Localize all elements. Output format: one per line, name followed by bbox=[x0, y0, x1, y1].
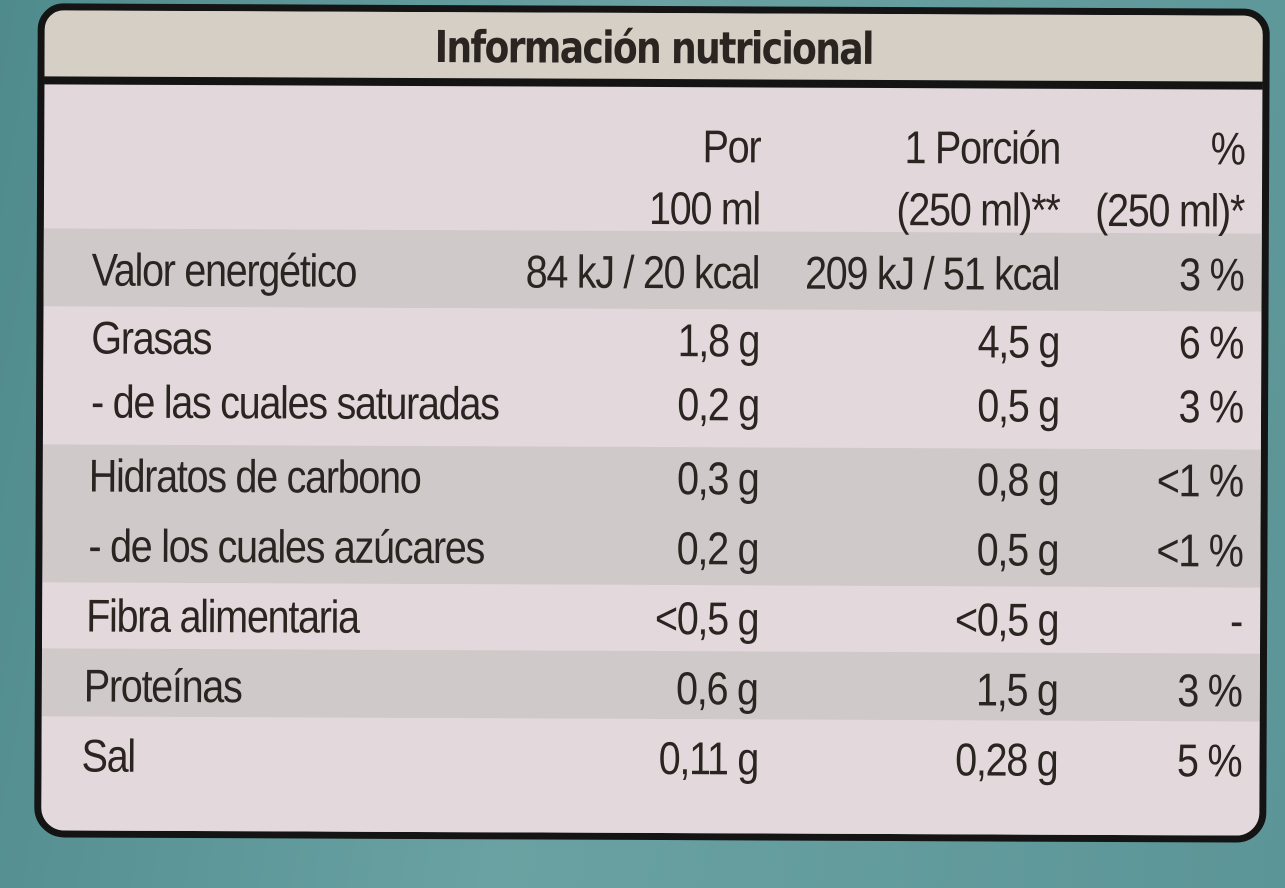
header-col1-line1: Por bbox=[702, 120, 761, 173]
row-portion: <0,5 g bbox=[954, 593, 1059, 646]
row-portion: 1,5 g bbox=[976, 663, 1058, 716]
row-per100: 0,11 g bbox=[658, 732, 758, 785]
row-pct: <1 % bbox=[1156, 524, 1243, 577]
row-label: Fibra alimentaria bbox=[86, 589, 359, 643]
row-per100: 0,3 g bbox=[677, 452, 759, 505]
row-pct: 3 % bbox=[1179, 248, 1244, 301]
row-pct: 3 % bbox=[1178, 380, 1244, 433]
row-pct: 3 % bbox=[1177, 664, 1242, 717]
band-salt bbox=[41, 716, 1260, 843]
nutrition-title: Información nutricional bbox=[434, 22, 873, 75]
row-per100: <0,5 g bbox=[654, 592, 759, 645]
nutrition-label: Información nutricional Por 100 ml 1 Por… bbox=[34, 3, 1270, 843]
row-label: - de los cuales azúcares bbox=[88, 519, 485, 574]
row-per100: 84 kJ / 20 kcal bbox=[526, 245, 760, 299]
title-band: Información nutricional bbox=[44, 10, 1263, 90]
row-label: Valor energético bbox=[91, 243, 357, 297]
row-per100: 0,2 g bbox=[676, 522, 759, 575]
header-col3-line2: (250 ml)* bbox=[1094, 183, 1245, 237]
row-per100: 0,6 g bbox=[676, 662, 758, 715]
row-portion: 0,5 g bbox=[976, 523, 1059, 576]
row-pct: 5 % bbox=[1177, 734, 1242, 787]
row-portion: 0,28 g bbox=[955, 733, 1058, 786]
row-per100: 0,2 g bbox=[677, 378, 760, 431]
row-pct: 6 % bbox=[1178, 316, 1244, 369]
row-label: - de las cuales saturadas bbox=[90, 375, 499, 430]
row-portion: 0,5 g bbox=[977, 379, 1060, 432]
row-label: Proteínas bbox=[83, 659, 242, 713]
row-portion: 0,8 g bbox=[977, 453, 1059, 506]
row-portion: 4,5 g bbox=[977, 315, 1060, 368]
row-per100: 1,8 g bbox=[677, 314, 760, 367]
header-col1-line2: 100 ml bbox=[648, 181, 761, 235]
row-pct: <1 % bbox=[1156, 454, 1243, 507]
row-label: Grasas bbox=[91, 311, 212, 365]
row-label: Sal bbox=[81, 729, 135, 782]
row-portion: 209 kJ / 51 kcal bbox=[805, 246, 1060, 300]
row-pct: - bbox=[1230, 594, 1243, 647]
header-col3-line1: % bbox=[1210, 122, 1245, 175]
header-col2-line2: (250 ml)** bbox=[896, 183, 1061, 236]
header-col2-line1: 1 Porción bbox=[904, 121, 1061, 174]
row-label: Hidratos de carbono bbox=[88, 449, 421, 503]
